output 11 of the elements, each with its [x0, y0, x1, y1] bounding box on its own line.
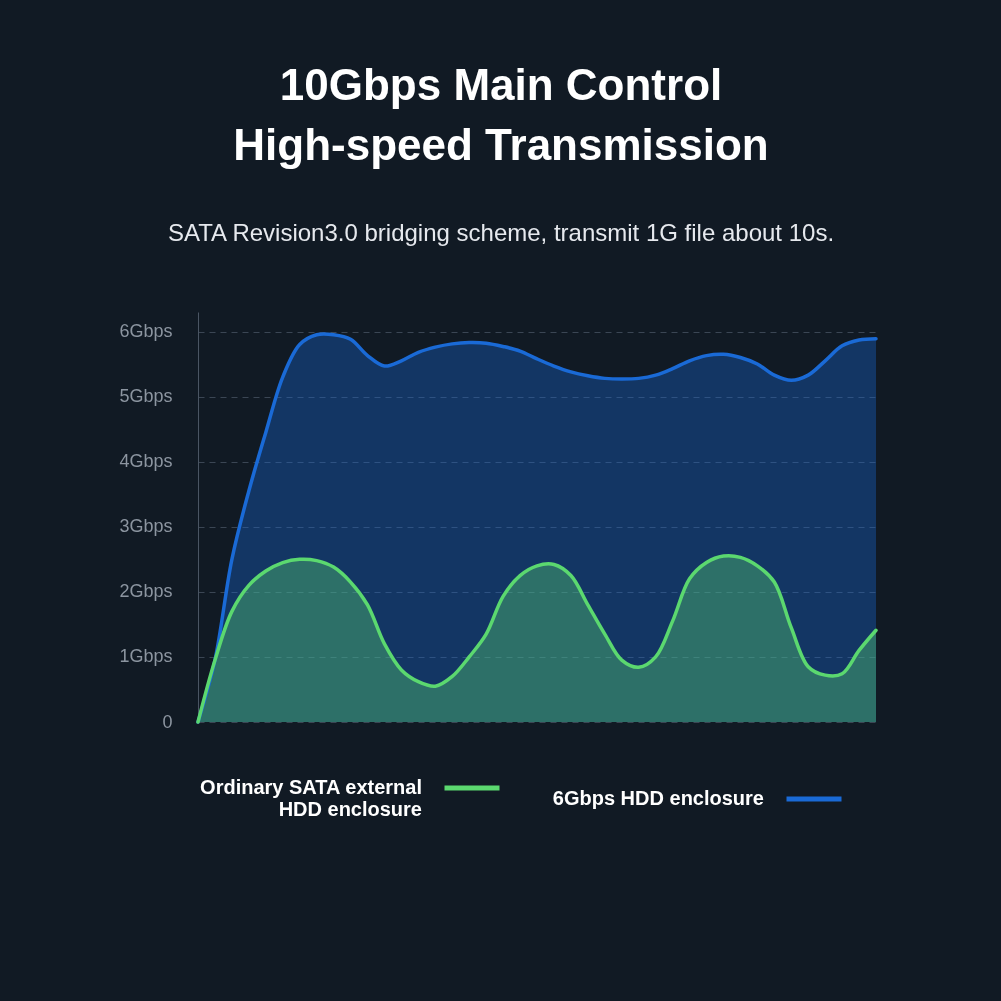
y-tick-label: 3Gbps	[119, 516, 173, 537]
y-tick-label: 0	[162, 711, 173, 732]
chart-subtitle: SATA Revision3.0 bridging scheme, transmit 1G file about 10s.	[167, 219, 835, 246]
y-tick-label: 5Gbps	[119, 386, 173, 407]
chart-title: 10Gbps Main Control High-speed Transmission	[233, 60, 769, 169]
y-tick-label: 4Gbps	[119, 451, 173, 472]
y-tick-label: 6Gbps	[119, 321, 173, 342]
legend-label: Ordinary SATA external HDD enclosure	[200, 776, 422, 820]
y-tick-label: 2Gbps	[119, 581, 173, 602]
legend-label: 6Gbps HDD enclosure	[552, 787, 764, 809]
y-tick-label: 1Gbps	[119, 646, 173, 667]
